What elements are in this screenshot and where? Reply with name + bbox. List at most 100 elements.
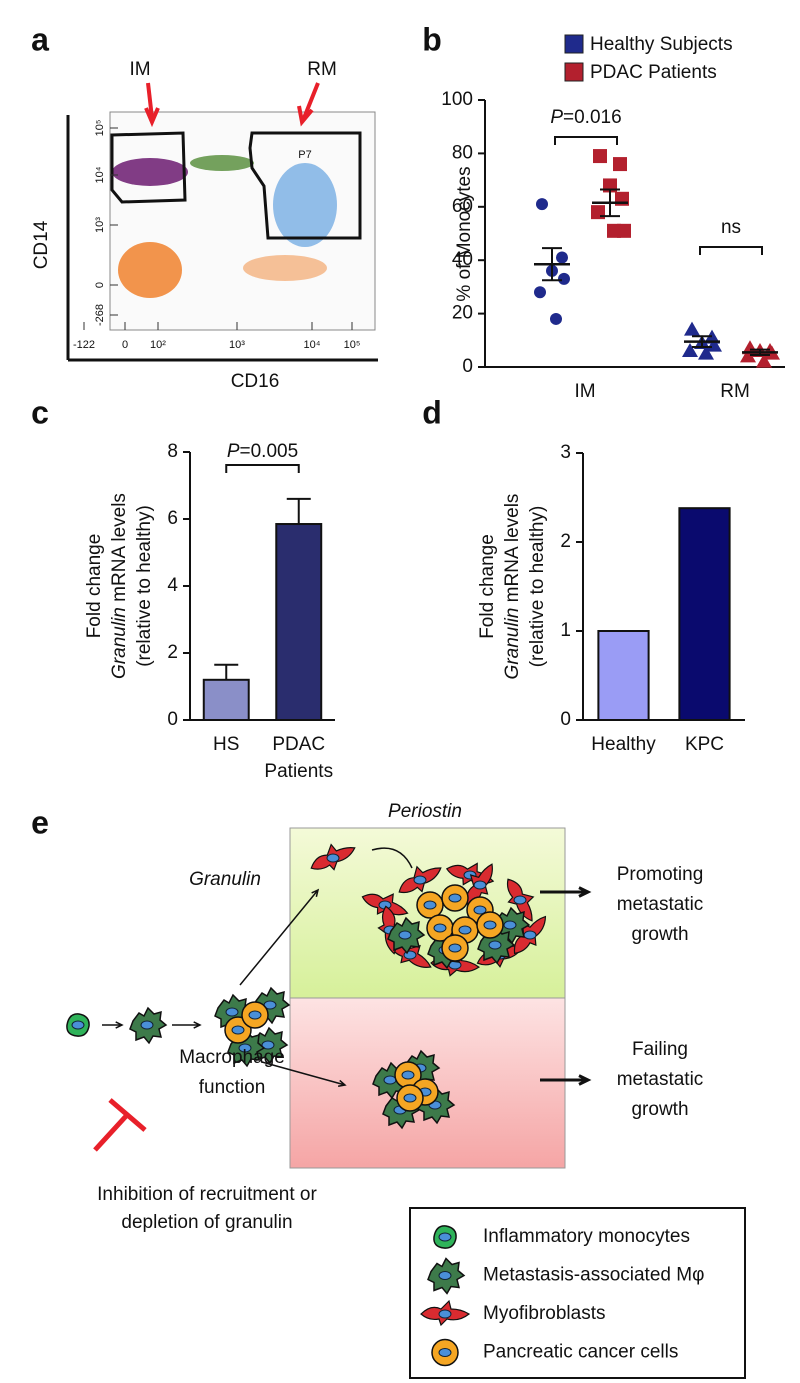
nucleus — [473, 905, 487, 915]
y-tick-label: 0 — [167, 709, 178, 730]
x-tick-label-line: Patients — [264, 761, 333, 782]
y-tick-label: 2 — [167, 642, 178, 663]
nucleus — [438, 1271, 452, 1280]
legend-swatch — [564, 62, 584, 82]
x-tick-label: IM — [574, 381, 595, 402]
y-tick-label: -268 — [94, 304, 106, 326]
y-tick-label: 0 — [462, 356, 473, 377]
nucleus — [401, 1070, 415, 1080]
y-tick-label: 60 — [452, 196, 473, 217]
legend-label: Pancreatic cancer cells — [483, 1342, 678, 1363]
x-tick-label: 10² — [150, 339, 166, 351]
annotation-part: P — [227, 441, 240, 462]
outcome-label: growth — [631, 924, 688, 945]
nucleus — [448, 943, 462, 953]
nucleus — [238, 1043, 252, 1053]
bar — [597, 630, 650, 721]
annotation: P=0.005 — [227, 441, 298, 462]
y-axis-label: Granulin mRNA levels — [109, 493, 130, 679]
arrow — [540, 1074, 592, 1086]
outcome-label: metastatic — [617, 894, 704, 915]
point — [684, 321, 700, 336]
nucleus — [383, 1075, 397, 1085]
bracket — [225, 464, 300, 473]
y-axis-label-part: mRNA levels — [109, 493, 130, 607]
y-tick-label: 3 — [560, 442, 571, 463]
nucleus — [503, 920, 517, 930]
x-tick-label: 10³ — [229, 339, 245, 351]
bar — [275, 523, 323, 722]
arrow-rm — [297, 82, 320, 127]
legend-label: Inflammatory monocytes — [483, 1226, 690, 1247]
legend-swatch — [564, 34, 584, 54]
annotation-part: =0.005 — [240, 441, 299, 462]
error-bar — [214, 663, 239, 680]
nucleus — [433, 923, 447, 933]
y-axis-label: (relative to healthy) — [134, 505, 155, 667]
point — [706, 337, 722, 352]
diagram-label: Granulin — [189, 869, 261, 890]
point — [593, 149, 607, 164]
x-tick-label: 0 — [122, 339, 128, 351]
y-axis-label: Fold change — [84, 534, 105, 639]
nucleus — [523, 930, 537, 940]
nucleus — [438, 1309, 452, 1319]
y-tick-label: 0 — [560, 709, 571, 730]
nucleus — [413, 875, 427, 885]
y-axis-label-part: Granulin — [109, 607, 130, 679]
gate-label: RM — [307, 59, 337, 80]
arrow — [172, 1021, 202, 1029]
x-tick-label: 10⁴ — [304, 339, 321, 351]
gate-name: P7 — [298, 149, 311, 161]
panel-label: b — [422, 21, 442, 57]
y-tick-label: 1 — [560, 620, 571, 641]
arrow — [239, 888, 320, 986]
annotation-part: =0.016 — [563, 107, 622, 128]
point — [742, 340, 758, 355]
panel-label: e — [31, 804, 49, 840]
point — [558, 272, 570, 285]
y-tick-label: 10⁵ — [94, 120, 106, 137]
nucleus — [140, 1020, 154, 1030]
nucleus — [438, 1232, 452, 1242]
bracket — [699, 246, 763, 255]
legend-label: Metastasis-associated Mφ — [483, 1265, 704, 1286]
x-tick-label: RM — [720, 381, 750, 402]
y-axis-label: Fold change — [477, 534, 498, 639]
y-tick-label: 10³ — [94, 217, 106, 233]
nucleus — [473, 880, 487, 890]
y-tick-label: 0 — [94, 282, 106, 288]
gate-im — [110, 131, 187, 204]
cluster-purple — [112, 158, 188, 186]
point — [613, 157, 627, 172]
diagram-label: function — [199, 1077, 266, 1098]
gate-rm — [248, 131, 362, 240]
diagram-label: Macrophage — [179, 1047, 285, 1068]
error-bar — [286, 497, 311, 525]
cluster-blue — [273, 163, 337, 247]
y-tick-label: 10⁴ — [94, 166, 106, 183]
annotation-part: P — [550, 107, 563, 128]
x-tick-label: -122 — [73, 339, 95, 351]
y-tick-label: 100 — [441, 89, 473, 110]
y-axis-label-part: mRNA levels — [502, 494, 523, 608]
nucleus — [403, 1093, 417, 1103]
y-tick-label: 8 — [167, 441, 178, 462]
diagram-label: depletion of granulin — [121, 1212, 292, 1233]
nucleus — [458, 925, 472, 935]
bar — [202, 678, 250, 721]
nucleus — [71, 1020, 85, 1030]
legend-box — [409, 1207, 746, 1379]
outcome-label: Failing — [632, 1039, 688, 1060]
panel-label: a — [31, 21, 49, 57]
panel-label: d — [422, 394, 442, 430]
inhibition-symbol — [93, 1098, 147, 1152]
diagram-label: Periostin — [388, 801, 462, 822]
point — [740, 348, 756, 363]
nucleus — [513, 895, 527, 905]
legend-label: PDAC Patients — [590, 62, 717, 83]
bar — [678, 507, 731, 721]
legend-label: Myofibroblasts — [483, 1303, 606, 1324]
axis-label: CD16 — [231, 371, 280, 392]
